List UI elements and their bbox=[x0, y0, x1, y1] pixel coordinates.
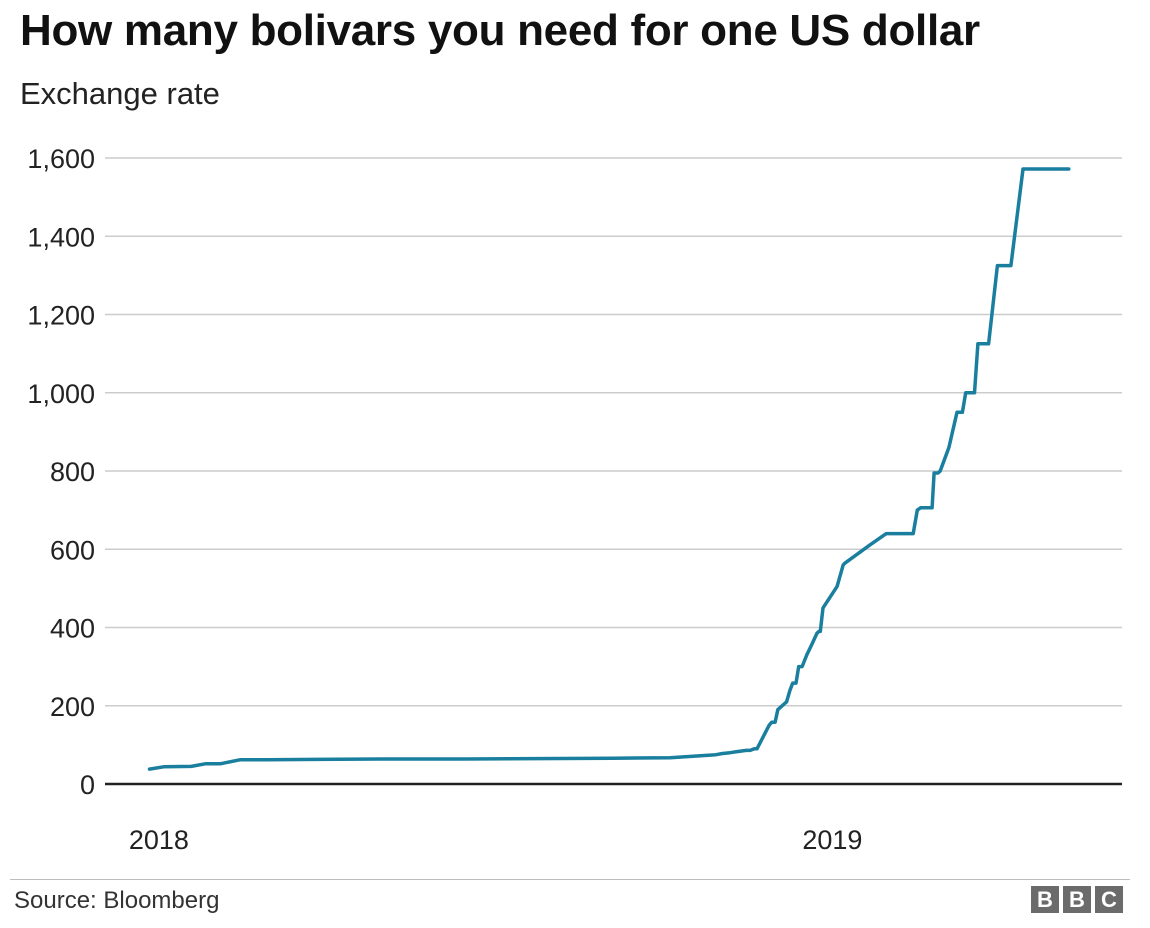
bbc-logo-block-c: C bbox=[1095, 886, 1123, 913]
y-tick-label: 800 bbox=[50, 457, 95, 487]
x-tick-label: 2018 bbox=[129, 825, 189, 855]
series-layer bbox=[147, 167, 1071, 771]
series-line bbox=[147, 167, 1071, 771]
x-axis-ticks: 2018 2019 bbox=[129, 825, 863, 855]
bbc-logo: B B C bbox=[1031, 886, 1123, 913]
y-tick-label: 1,000 bbox=[27, 379, 95, 409]
footer-divider bbox=[10, 879, 1130, 880]
y-tick-label: 0 bbox=[80, 770, 95, 800]
y-tick-label: 400 bbox=[50, 614, 95, 644]
source-note: Source: Bloomberg bbox=[14, 887, 220, 914]
y-tick-label: 600 bbox=[50, 535, 95, 565]
y-tick-label: 1,600 bbox=[27, 144, 95, 174]
chart-title: How many bolivars you need for one US do… bbox=[20, 6, 980, 55]
y-tick-label: 1,200 bbox=[27, 301, 95, 331]
y-tick-label: 200 bbox=[50, 692, 95, 722]
x-tick-label: 2019 bbox=[802, 825, 862, 855]
chart-subtitle: Exchange rate bbox=[20, 76, 220, 111]
gridlines bbox=[105, 157, 1122, 786]
bbc-logo-block-b1: B bbox=[1031, 886, 1059, 913]
y-tick-label: 1,400 bbox=[27, 222, 95, 252]
bbc-logo-block-b2: B bbox=[1063, 886, 1091, 913]
y-axis-ticks: 0 200 400 600 800 1,000 1,200 1,400 1,600 bbox=[27, 144, 95, 800]
